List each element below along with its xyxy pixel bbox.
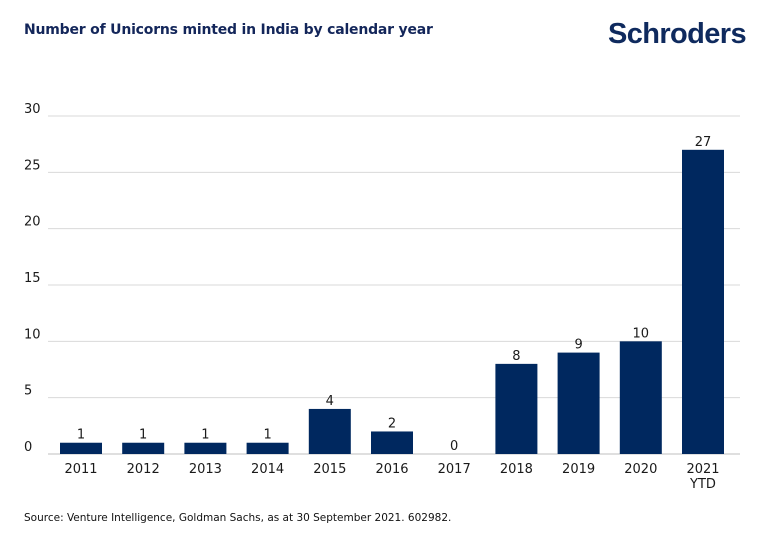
- data-label: 1: [201, 428, 209, 443]
- x-tick-label: 2020: [624, 462, 657, 477]
- bar-2016: [371, 431, 413, 454]
- x-tick-label: 2016: [375, 462, 408, 477]
- bar-2012: [122, 442, 165, 454]
- x-tick-label: 2012: [127, 462, 160, 477]
- y-tick-label: 0: [24, 440, 32, 455]
- x-tick-label: 2018: [500, 462, 533, 477]
- y-tick-label: 30: [24, 102, 41, 117]
- y-tick-label: 10: [24, 327, 41, 342]
- data-label: 0: [450, 439, 458, 454]
- data-label: 8: [512, 349, 520, 364]
- data-label: 27: [695, 135, 712, 150]
- x-tick-label: 2013: [189, 462, 222, 477]
- data-label: 2: [388, 416, 396, 431]
- bar-2013: [184, 442, 227, 454]
- x-tick-label: 2017: [438, 462, 471, 477]
- bar-2011: [60, 442, 102, 454]
- x-tick-label: 2019: [562, 462, 595, 477]
- data-label: 10: [633, 326, 650, 341]
- x-axis-ticks: 2011 2012 2013 2014 2015 2016 2017 2018 2019 2020…: [64, 462, 719, 492]
- chart-title: Number of Unicorns minted in India by ca…: [24, 22, 433, 38]
- y-tick-label: 25: [24, 158, 41, 173]
- bar-2018: [495, 363, 538, 454]
- x-tick-label: 2014: [251, 462, 284, 477]
- bar-2015: [308, 408, 351, 454]
- bar-2020: [619, 341, 662, 454]
- x-tick-label: 2021 YTD: [686, 462, 719, 492]
- data-label: 1: [77, 428, 85, 443]
- data-label: 1: [139, 428, 147, 443]
- bars: [60, 149, 724, 455]
- y-tick-label: 5: [24, 384, 32, 399]
- data-label: 4: [326, 394, 334, 409]
- bar-2014: [246, 442, 289, 454]
- y-tick-label: 15: [24, 271, 41, 286]
- y-tick-label: 20: [24, 215, 41, 230]
- data-label: 1: [263, 428, 271, 443]
- y-axis-ticks: 0 5 10 15 20 25 30: [24, 102, 41, 455]
- data-labels: 1 1 1 1 4 2 0 8 9 10 27: [77, 135, 711, 454]
- x-tick-label: 2015: [313, 462, 346, 477]
- x-tick-label: 2011: [64, 462, 97, 477]
- data-label: 9: [574, 338, 582, 353]
- schroders-logo: Schroders: [607, 18, 747, 50]
- bar-2021: [682, 149, 724, 455]
- source-note: Source: Venture Intelligence, Goldman Sa…: [24, 512, 452, 524]
- bar-2019: [557, 352, 600, 454]
